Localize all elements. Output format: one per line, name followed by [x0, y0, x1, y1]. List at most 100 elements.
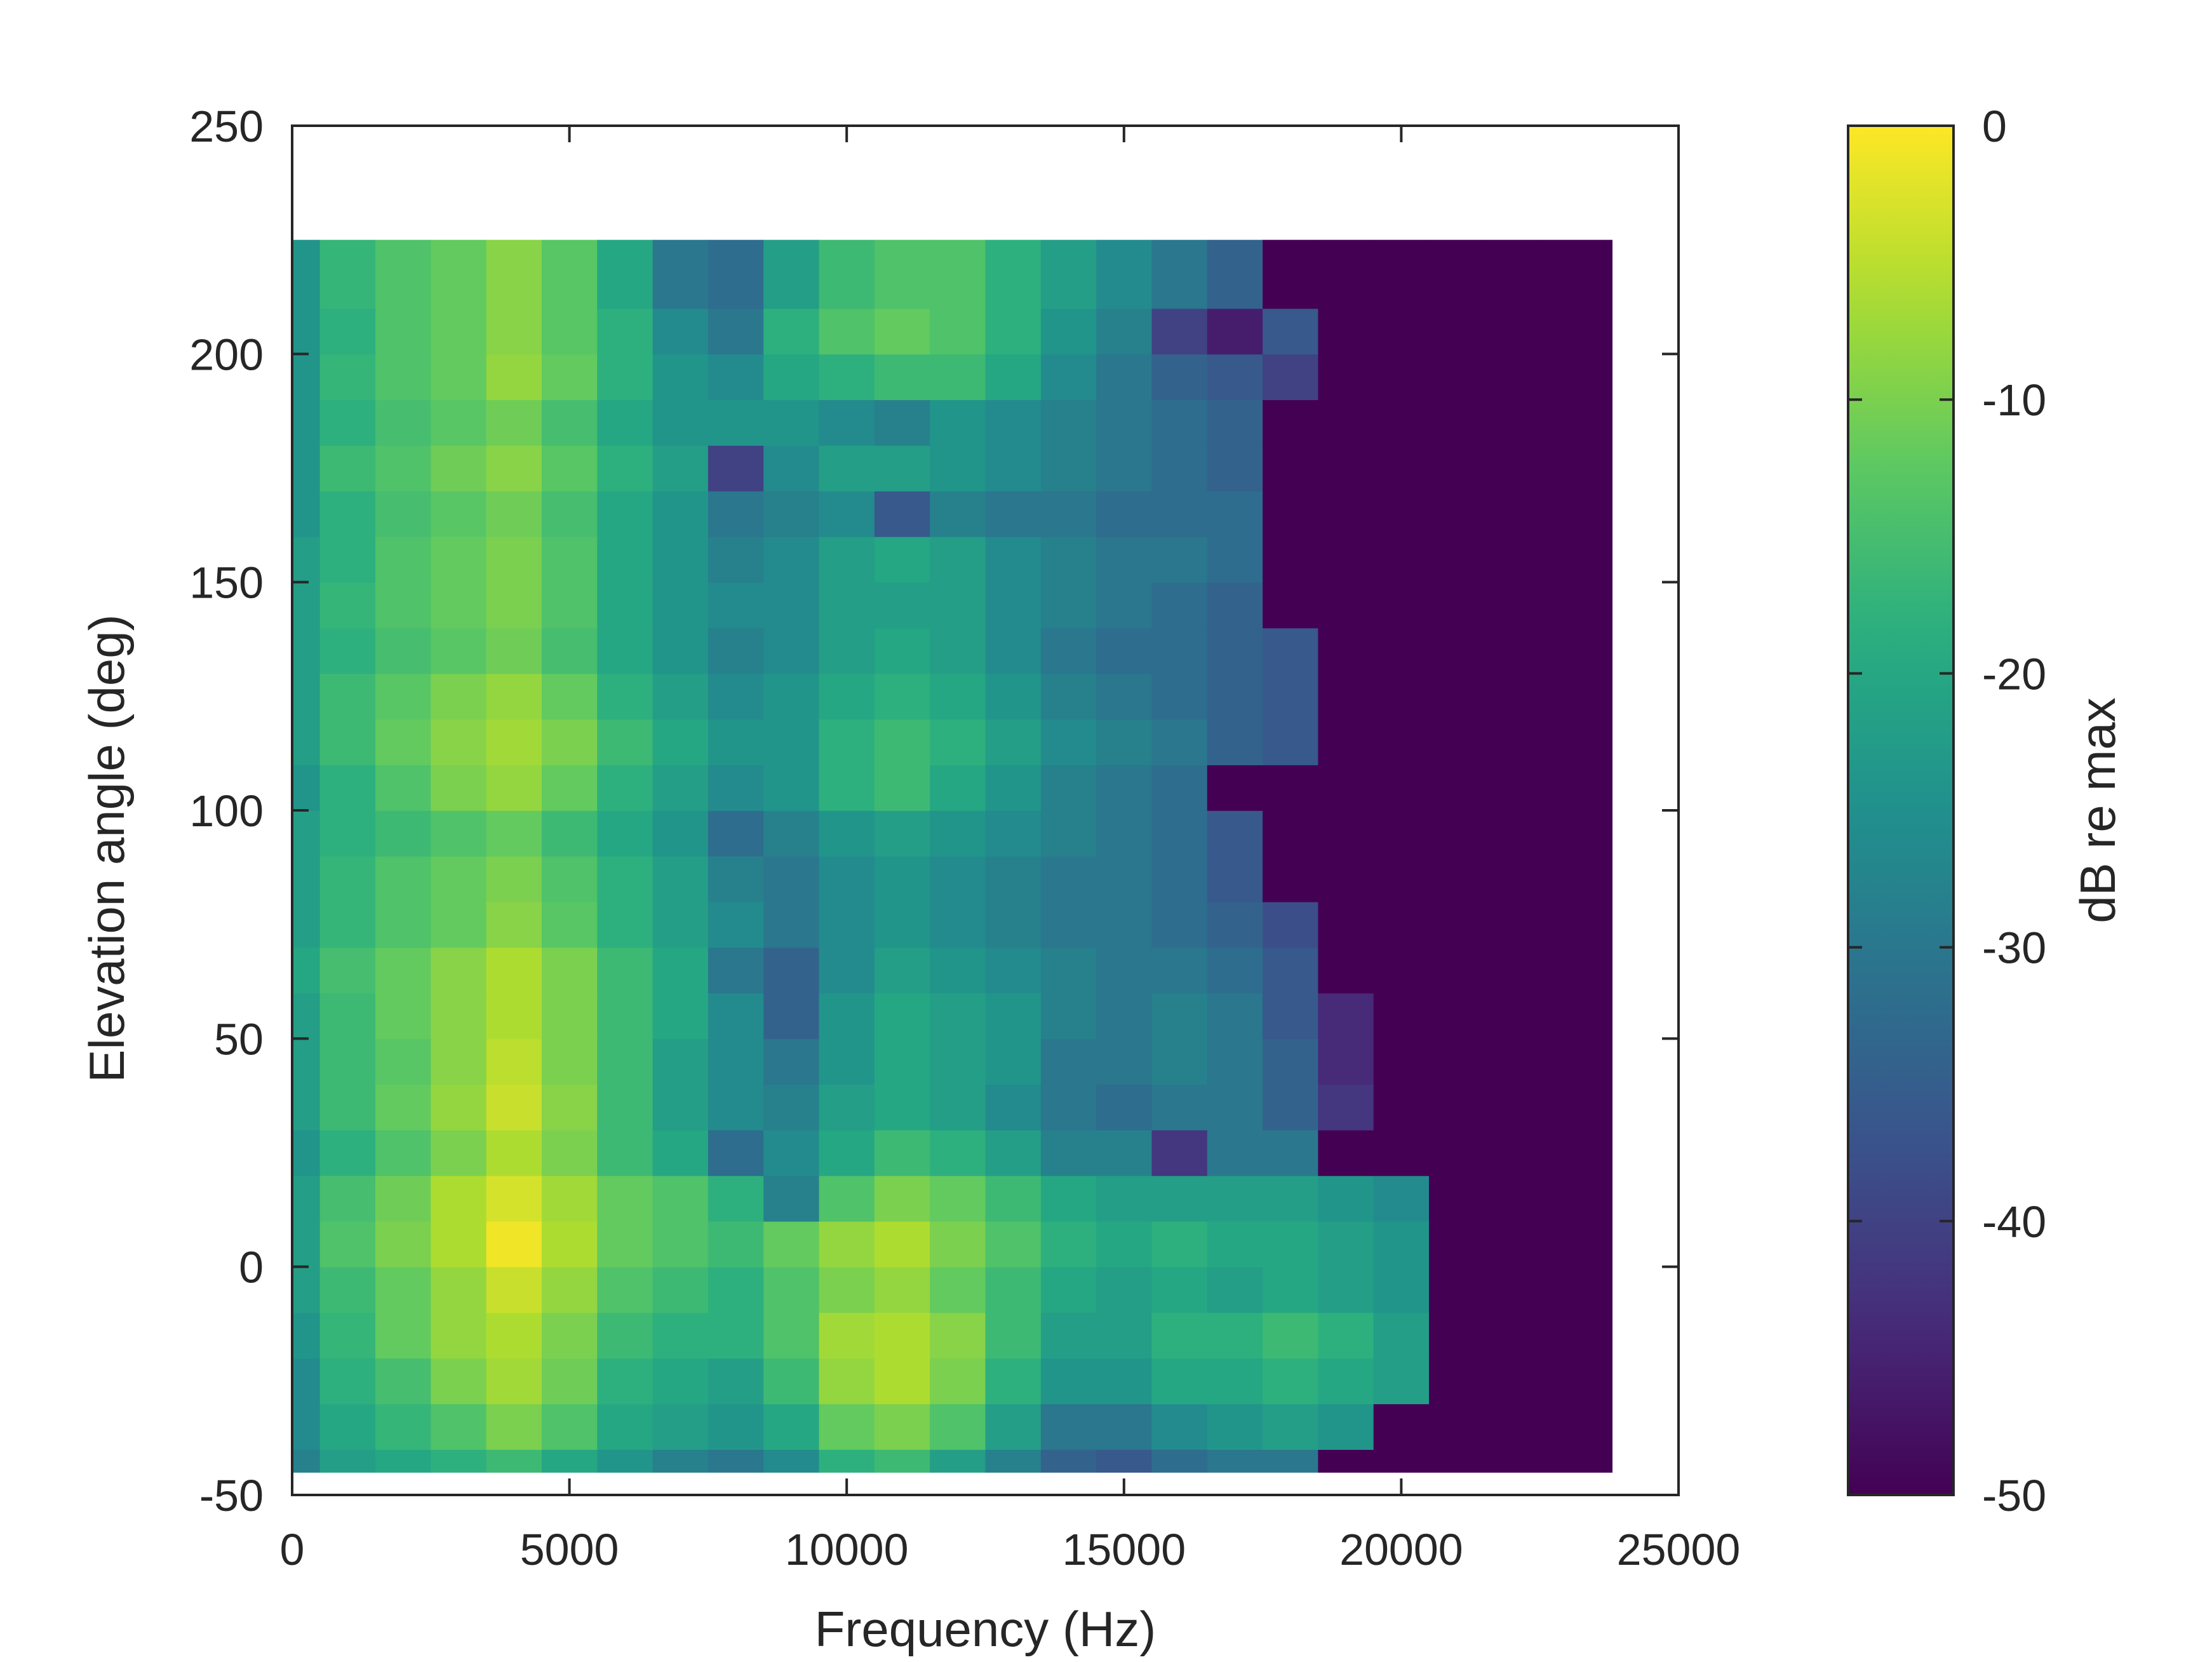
heatmap-cell	[375, 901, 432, 948]
heatmap-cell	[319, 1358, 376, 1405]
heatmap-cell	[1040, 765, 1097, 811]
heatmap-cell	[874, 1084, 930, 1130]
heatmap-cell	[707, 855, 765, 902]
colorbar	[1848, 126, 1954, 1495]
heatmap-cell	[292, 627, 321, 674]
heatmap-cell	[1429, 765, 1485, 811]
heatmap-cell	[1429, 354, 1485, 400]
heatmap-cell	[1429, 239, 1485, 309]
heatmap-cell	[319, 239, 376, 309]
heatmap-cell	[1484, 1175, 1541, 1222]
heatmap-cell	[707, 1084, 765, 1130]
heatmap-cell	[1429, 1175, 1485, 1222]
heatmap-cell	[1373, 582, 1430, 629]
heatmap-cell	[1096, 1312, 1153, 1359]
heatmap-cell	[1096, 1130, 1153, 1176]
heatmap-cell	[1151, 1084, 1208, 1130]
heatmap-cell	[375, 673, 432, 720]
heatmap-cell	[1263, 993, 1319, 1040]
heatmap-cell	[1151, 445, 1208, 492]
heatmap-cell	[1040, 719, 1097, 765]
heatmap-cell	[1539, 673, 1613, 720]
heatmap-cell	[819, 627, 875, 674]
heatmap-cell	[1373, 1358, 1430, 1405]
heatmap-cell	[763, 673, 820, 720]
heatmap-cell	[930, 810, 986, 857]
heatmap-cell	[1040, 947, 1097, 994]
heatmap-cell	[1539, 1130, 1613, 1176]
heatmap-cell	[874, 1038, 930, 1085]
heatmap-cell	[1484, 901, 1541, 948]
heatmap-cell	[319, 810, 376, 857]
heatmap-cell	[819, 1449, 875, 1473]
heatmap-cell	[652, 1084, 709, 1130]
heatmap-cell	[597, 1358, 654, 1405]
heatmap-cell	[1318, 582, 1374, 629]
heatmap-cell	[292, 1175, 321, 1222]
heatmap-cell	[707, 719, 765, 765]
heatmap-cell	[292, 1312, 321, 1359]
heatmap-cell	[319, 947, 376, 994]
heatmap-cell	[819, 582, 875, 629]
heatmap-cell	[292, 1221, 321, 1268]
heatmap-cell	[375, 490, 432, 537]
heatmap-cell	[292, 1084, 321, 1130]
heatmap-cell	[375, 239, 432, 309]
heatmap-cell	[1096, 855, 1153, 902]
heatmap-cell	[763, 993, 820, 1040]
heatmap-cell	[597, 1404, 654, 1450]
heatmap-cell	[292, 855, 321, 902]
heatmap-cell	[930, 1266, 986, 1313]
heatmap-cell	[874, 719, 930, 765]
heatmap-cell	[985, 1358, 1042, 1405]
heatmap-cell	[874, 445, 930, 492]
heatmap-cell	[375, 1038, 432, 1085]
heatmap-cell	[1207, 445, 1263, 492]
heatmap-cell	[1484, 1312, 1541, 1359]
heatmap-cell	[1096, 239, 1153, 309]
heatmap-cell	[1207, 719, 1263, 765]
heatmap-cell	[874, 536, 930, 583]
heatmap-cell	[375, 1130, 432, 1176]
heatmap-cell	[1040, 1312, 1097, 1359]
heatmap-cell	[1318, 993, 1374, 1040]
heatmap-cell	[1096, 993, 1153, 1040]
heatmap-cell	[1539, 993, 1613, 1040]
heatmap-cell	[319, 1221, 376, 1268]
heatmap-cell	[1318, 490, 1374, 537]
heatmap-cell	[597, 1312, 654, 1359]
heatmap-cell	[1373, 947, 1430, 994]
heatmap-cell	[874, 855, 930, 902]
heatmap-cell	[819, 901, 875, 948]
heatmap-cell	[431, 1130, 487, 1176]
heatmap-cell	[1539, 399, 1613, 446]
heatmap-cell	[319, 765, 376, 811]
heatmap-cell	[985, 1130, 1042, 1176]
heatmap-cell	[292, 239, 321, 309]
heatmap-cell	[1263, 1084, 1319, 1130]
heatmap-cell	[819, 1221, 875, 1268]
heatmap-cell	[652, 855, 709, 902]
heatmap-cell	[1040, 627, 1097, 674]
heatmap-cell	[1096, 719, 1153, 765]
heatmap-cell	[1151, 1358, 1208, 1405]
heatmap-cell	[707, 673, 765, 720]
heatmap-cell	[1263, 399, 1319, 446]
heatmap-cell	[292, 582, 321, 629]
heatmap-cell	[652, 354, 709, 400]
heatmap-cell	[763, 1038, 820, 1085]
heatmap-cell	[1151, 354, 1208, 400]
heatmap-cell	[930, 1175, 986, 1222]
heatmap-cell	[1539, 855, 1613, 902]
heatmap-cell	[1207, 582, 1263, 629]
heatmap-cell	[874, 673, 930, 720]
heatmap-cell	[930, 536, 986, 583]
heatmap-cell	[1096, 627, 1153, 674]
heatmap-cell	[541, 1084, 598, 1130]
heatmap-cell	[1151, 627, 1208, 674]
heatmap-cell	[1207, 627, 1263, 674]
heatmap-cell	[652, 1404, 709, 1450]
heatmap-cell	[292, 719, 321, 765]
heatmap-cell	[1539, 1084, 1613, 1130]
heatmap-cell	[1040, 308, 1097, 355]
